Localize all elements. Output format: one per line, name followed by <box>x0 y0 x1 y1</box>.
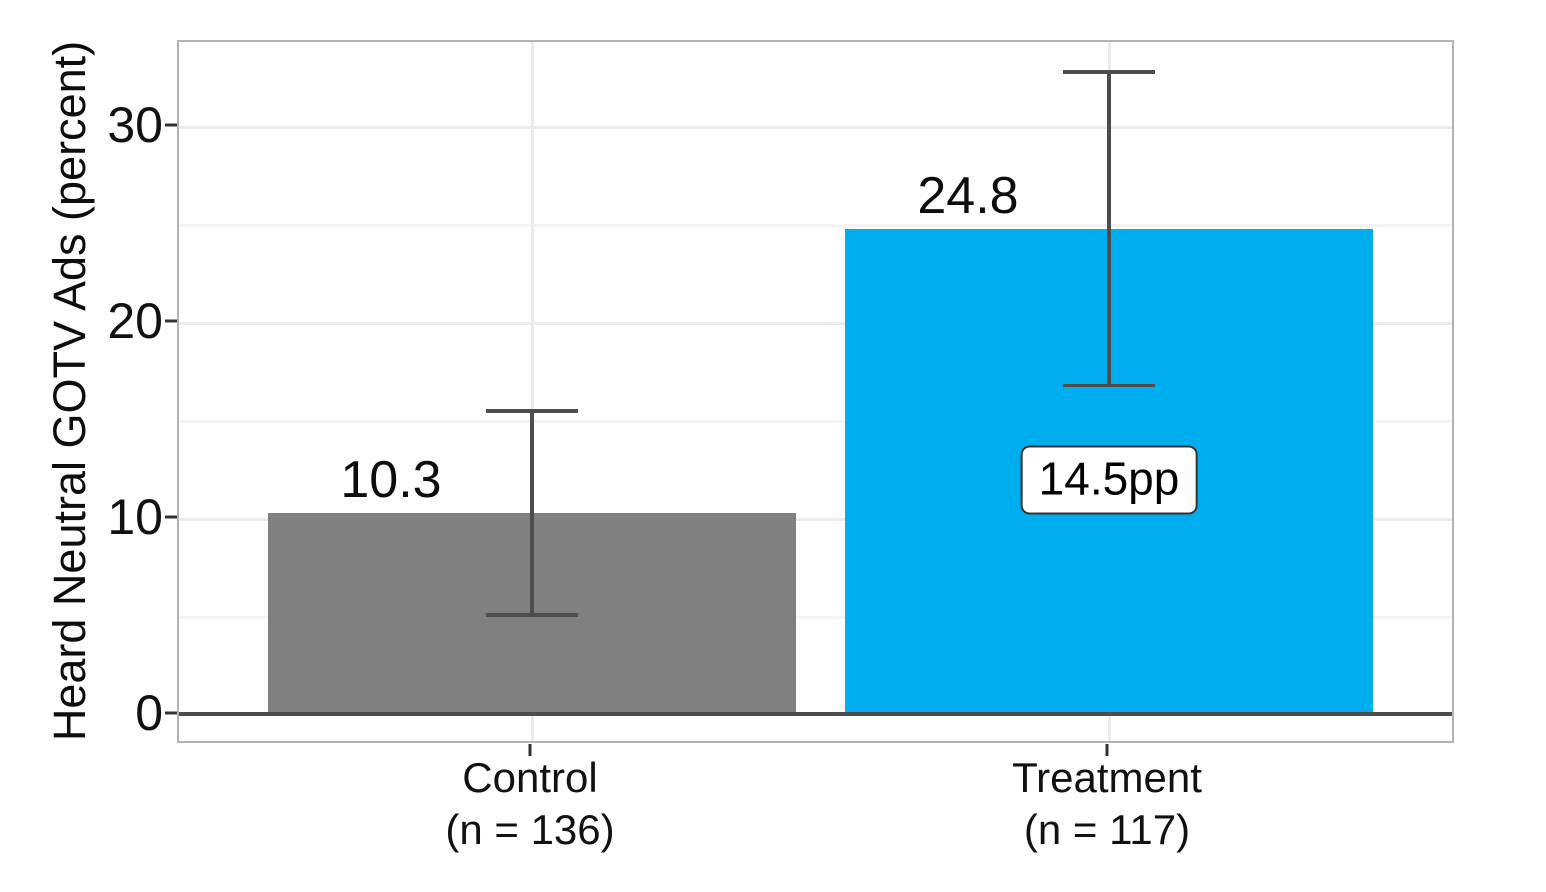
gridline-minor <box>179 615 1452 619</box>
gridline-vertical <box>530 42 534 741</box>
x-label-n: (n = 117) <box>1023 806 1191 853</box>
x-label-control: Control (n = 136) <box>445 752 614 856</box>
x-label-category: Control <box>462 754 598 801</box>
errorbar-cap-top <box>1063 70 1155 74</box>
x-label-n: (n = 136) <box>445 806 615 853</box>
y-tick-label-0: 0 <box>135 685 163 741</box>
value-label-treatment: 24.8 <box>917 166 1019 225</box>
y-tick-label-30: 30 <box>107 97 163 153</box>
y-tick-mark <box>165 711 177 715</box>
x-label-category: Treatment <box>1012 754 1202 801</box>
gridline-major <box>179 125 1452 129</box>
gridline-minor <box>179 419 1452 423</box>
errorbar-line <box>1107 72 1111 386</box>
gridline-minor <box>179 223 1452 227</box>
errorbar-line <box>530 411 534 616</box>
errorbar-cap-top <box>486 409 578 413</box>
gridline-major <box>179 321 1452 325</box>
x-tick-control <box>528 744 532 756</box>
value-label-control: 10.3 <box>340 451 442 510</box>
errorbar-cap-bottom <box>1063 383 1155 388</box>
y-tick-mark <box>165 319 177 323</box>
errorbar-cap-bottom <box>486 613 578 617</box>
plot-panel: 10.3 24.8 14.5pp <box>177 40 1454 743</box>
y-tick-label-10: 10 <box>107 489 163 545</box>
x-label-treatment: Treatment (n = 117) <box>1012 752 1202 856</box>
y-tick-mark <box>165 123 177 127</box>
y-tick-mark <box>165 515 177 519</box>
y-tick-label-20: 20 <box>107 293 163 349</box>
gridline-major <box>179 517 1452 521</box>
zero-axis-line <box>179 712 1452 716</box>
x-tick-treatment <box>1105 744 1109 756</box>
difference-label: 14.5pp <box>1020 445 1198 515</box>
